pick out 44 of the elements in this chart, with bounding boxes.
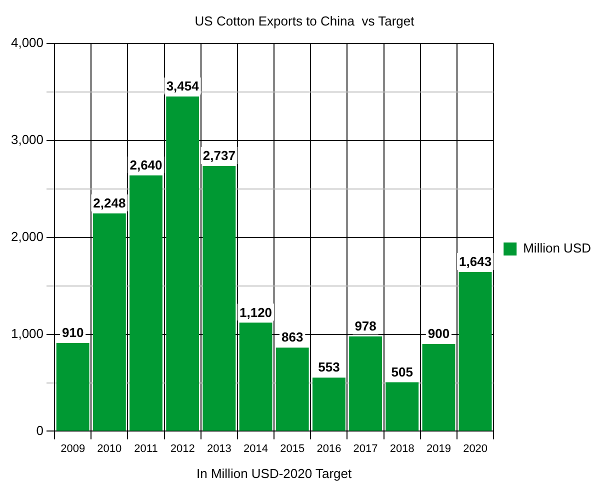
x-tick-label: 2012 — [170, 442, 195, 455]
x-tick-label: 2014 — [244, 442, 268, 455]
data-label: 3,454 — [166, 78, 200, 94]
data-label: 978 — [354, 318, 376, 334]
data-label: 505 — [391, 364, 413, 380]
data-label: 910 — [62, 325, 84, 340]
bar — [130, 175, 162, 431]
chart-title: US Cotton Exports to China vs Target — [194, 13, 415, 28]
x-tick-label: 2020 — [463, 442, 488, 455]
bar — [202, 166, 236, 431]
y-tick-label: 4,000 — [10, 35, 44, 50]
bar — [349, 336, 382, 431]
x-tick-label: 2013 — [206, 442, 232, 455]
y-tick-label: 3,000 — [10, 132, 44, 148]
y-tick-label: 2,000 — [10, 228, 44, 244]
bar — [276, 348, 309, 431]
bar — [166, 96, 200, 431]
x-tick-label: 2018 — [390, 442, 414, 455]
y-tick-label: 0 — [36, 422, 44, 438]
data-label: 553 — [318, 360, 340, 375]
bar — [458, 272, 492, 431]
data-label: 2,640 — [130, 157, 162, 172]
legend-label: Million USD — [523, 240, 592, 256]
x-tick-label: 2009 — [60, 442, 86, 455]
x-tick-label: 2011 — [134, 442, 158, 455]
x-tick-label: 2010 — [97, 442, 122, 455]
bar — [312, 378, 346, 431]
data-label: 1,120 — [240, 304, 272, 320]
bar — [92, 213, 126, 431]
data-label: 863 — [282, 330, 304, 345]
x-axis-title: In Million USD-2020 Target — [196, 466, 352, 481]
data-label: 2,737 — [202, 148, 236, 164]
data-label: 1,643 — [459, 254, 492, 270]
x-tick-label: 2016 — [316, 442, 342, 455]
bar — [239, 322, 272, 431]
bar — [56, 343, 90, 431]
x-tick-label: 2017 — [353, 442, 378, 455]
x-tick-label: 2015 — [280, 442, 305, 455]
bar — [386, 382, 419, 431]
y-tick-label: 1,000 — [10, 326, 44, 341]
data-label: 900 — [428, 326, 450, 342]
data-label: 2,248 — [93, 195, 126, 210]
x-tick-label: 2019 — [426, 442, 451, 455]
bar — [422, 344, 456, 431]
